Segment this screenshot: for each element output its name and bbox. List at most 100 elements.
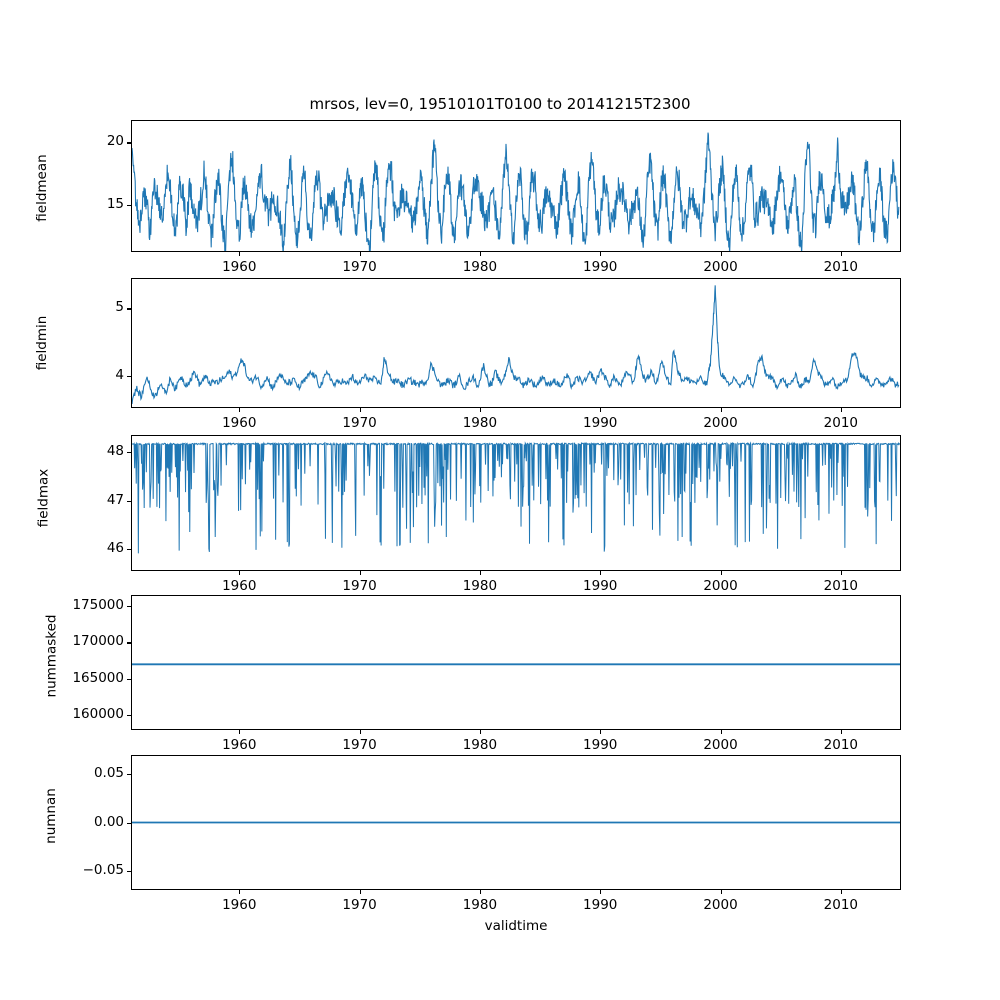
- plot-area-fieldmin: [132, 279, 900, 407]
- ytick-mark: [127, 605, 131, 608]
- ytick-label-fieldmean: 20: [106, 133, 124, 150]
- xtick-mark: [840, 571, 842, 575]
- xtick-mark: [239, 252, 241, 256]
- xtick-label: 1960: [222, 259, 257, 275]
- xtick-mark: [720, 730, 722, 734]
- plot-area-fieldmax: [132, 436, 900, 570]
- plot-area-nummasked: [132, 596, 900, 729]
- ytick-label-nummasked: 160000: [72, 706, 124, 723]
- xtick-mark: [479, 890, 481, 894]
- xtick-label: 1980: [462, 259, 498, 275]
- xtick-label: 2000: [703, 737, 738, 753]
- ytick-mark: [127, 204, 131, 206]
- series-fieldmin: [132, 285, 899, 404]
- panel-fieldmean: [131, 120, 901, 252]
- xtick-label: 2010: [823, 415, 859, 431]
- ytick-label-numnan: 0.00: [93, 813, 124, 830]
- series-fieldmax: [132, 443, 900, 553]
- ytick-mark: [127, 715, 131, 717]
- panel-fieldmax: [131, 435, 901, 571]
- xtick-mark: [600, 571, 602, 575]
- ytick-mark: [127, 822, 131, 824]
- ytick-mark: [127, 549, 131, 551]
- ytick-mark: [127, 452, 131, 454]
- ytick-mark: [127, 376, 131, 378]
- ytick-mark: [127, 308, 131, 310]
- ytick-label-fieldmax: 46: [106, 540, 124, 557]
- xtick-label: 2010: [823, 578, 859, 594]
- xlabel-validtime: validtime: [484, 918, 548, 934]
- xtick-label: 1960: [222, 897, 257, 913]
- xtick-label: 1990: [583, 897, 618, 913]
- xtick-label: 2010: [823, 737, 859, 753]
- ytick-label-nummasked: 175000: [72, 596, 124, 613]
- xtick-label: 1980: [462, 578, 498, 594]
- xtick-label: 1970: [342, 578, 377, 594]
- ytick-label-numnan: 0.05: [93, 765, 124, 782]
- xtick-mark: [840, 408, 842, 412]
- ytick-label-fieldmean: 15: [106, 195, 124, 212]
- xtick-mark: [479, 408, 481, 412]
- xtick-mark: [359, 408, 361, 412]
- series-fieldmean: [132, 133, 899, 251]
- xtick-label: 2010: [823, 259, 859, 275]
- panel-numnan: [131, 755, 901, 890]
- plot-area-numnan: [132, 756, 900, 889]
- xtick-label: 1960: [222, 578, 257, 594]
- ytick-label-fieldmin: 5: [115, 299, 124, 316]
- xtick-mark: [239, 730, 241, 734]
- xtick-mark: [600, 730, 602, 734]
- xtick-mark: [239, 571, 241, 575]
- xtick-label: 1990: [583, 259, 618, 275]
- xtick-label: 1980: [462, 415, 498, 431]
- xtick-mark: [239, 408, 241, 412]
- xtick-label: 1990: [583, 737, 618, 753]
- xtick-mark: [720, 890, 722, 894]
- xtick-mark: [720, 408, 722, 412]
- xtick-mark: [840, 730, 842, 734]
- xtick-mark: [359, 730, 361, 734]
- xtick-mark: [600, 890, 602, 894]
- xtick-mark: [359, 571, 361, 575]
- ytick-label-nummasked: 170000: [72, 633, 124, 650]
- figure-title: mrsos, lev=0, 19510101T0100 to 20141215T…: [309, 95, 691, 113]
- xtick-label: 1990: [583, 415, 618, 431]
- ytick-mark: [127, 642, 131, 644]
- xtick-label: 1960: [222, 415, 257, 431]
- ytick-mark: [127, 678, 131, 680]
- xtick-mark: [600, 408, 602, 412]
- ytick-label-numnan: −0.05: [82, 861, 124, 878]
- xtick-mark: [359, 890, 361, 894]
- ytick-mark: [127, 142, 131, 144]
- plot-area-fieldmean: [132, 121, 900, 251]
- xtick-mark: [720, 571, 722, 575]
- ylabel-fieldmin: fieldmin: [34, 315, 50, 371]
- xtick-mark: [840, 890, 842, 894]
- xtick-label: 2010: [823, 897, 859, 913]
- ytick-label-nummasked: 165000: [72, 669, 124, 686]
- xtick-label: 1990: [583, 578, 618, 594]
- panel-fieldmin: [131, 278, 901, 408]
- xtick-label: 1970: [342, 415, 377, 431]
- xtick-mark: [479, 730, 481, 734]
- xtick-label: 1980: [462, 737, 498, 753]
- ytick-mark: [127, 774, 131, 776]
- xtick-mark: [239, 890, 241, 894]
- xtick-mark: [479, 252, 481, 256]
- xtick-mark: [840, 252, 842, 256]
- ytick-mark: [127, 870, 131, 872]
- xtick-label: 1960: [222, 737, 257, 753]
- xtick-label: 1970: [342, 259, 377, 275]
- xtick-label: 1980: [462, 897, 498, 913]
- ytick-label-fieldmin: 4: [115, 367, 124, 384]
- xtick-mark: [359, 252, 361, 256]
- ytick-label-fieldmax: 48: [106, 443, 124, 459]
- ytick-mark: [127, 500, 131, 502]
- xtick-label: 1970: [342, 897, 377, 913]
- xtick-label: 2000: [703, 578, 738, 594]
- xtick-mark: [479, 571, 481, 575]
- xtick-mark: [600, 252, 602, 256]
- panel-nummasked: [131, 595, 901, 730]
- xtick-label: 2000: [703, 415, 738, 431]
